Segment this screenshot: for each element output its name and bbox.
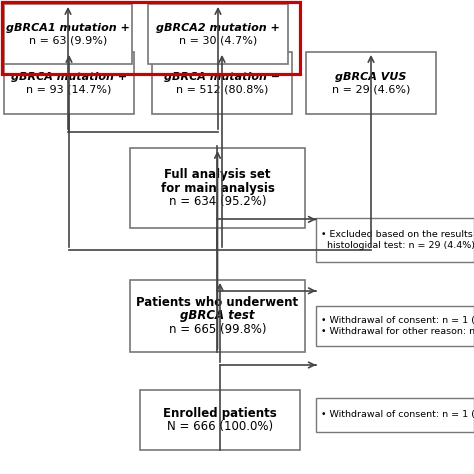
Text: gBRCA mutation −: gBRCA mutation − (164, 72, 280, 82)
Bar (316, 218, 474, 262)
Text: n = 665 (99.8%): n = 665 (99.8%) (169, 323, 266, 336)
Bar (306, 52, 436, 114)
Text: N = 666 (100.0%): N = 666 (100.0%) (167, 420, 273, 433)
Bar (148, 4, 288, 64)
Text: n = 512 (80.8%): n = 512 (80.8%) (176, 84, 268, 94)
Bar (130, 280, 305, 352)
Bar (152, 52, 292, 114)
Text: n = 29 (4.6%): n = 29 (4.6%) (332, 84, 410, 94)
Text: n = 93 (14.7%): n = 93 (14.7%) (27, 84, 112, 94)
Text: gBRCA2 mutation +: gBRCA2 mutation + (156, 23, 280, 33)
Text: • Withdrawal of consent: n = 1 (0.2%): • Withdrawal of consent: n = 1 (0.2%) (321, 317, 474, 325)
Text: gBRCA1 mutation +: gBRCA1 mutation + (6, 23, 130, 33)
Text: gBRCA mutation +: gBRCA mutation + (11, 72, 127, 82)
Bar (4, 4, 132, 64)
Text: • Excluded based on the results of: • Excluded based on the results of (321, 230, 474, 239)
Text: gBRCA test: gBRCA test (180, 310, 255, 322)
Text: • Withdrawal of consent: n = 1 (0.2%): • Withdrawal of consent: n = 1 (0.2%) (321, 410, 474, 419)
Text: n = 634 (95.2%): n = 634 (95.2%) (169, 195, 266, 208)
Text: • Withdrawal for other reason: n = 1 (0.2%: • Withdrawal for other reason: n = 1 (0.… (321, 327, 474, 336)
Text: gBRCA VUS: gBRCA VUS (335, 72, 407, 82)
Text: histological test: n = 29 (4.4%): histological test: n = 29 (4.4%) (321, 241, 474, 250)
Text: Patients who underwent: Patients who underwent (137, 296, 299, 310)
Text: n = 30 (4.7%): n = 30 (4.7%) (179, 35, 257, 45)
Bar (140, 390, 300, 450)
Bar (316, 306, 474, 346)
Bar (4, 52, 134, 114)
Bar (316, 398, 474, 432)
Bar (2, 2, 300, 74)
Text: for main analysis: for main analysis (161, 182, 274, 194)
Text: Full analysis set: Full analysis set (164, 168, 271, 182)
Text: Enrolled patients: Enrolled patients (163, 407, 277, 420)
Bar (130, 148, 305, 228)
Text: n = 63 (9.9%): n = 63 (9.9%) (29, 35, 107, 45)
